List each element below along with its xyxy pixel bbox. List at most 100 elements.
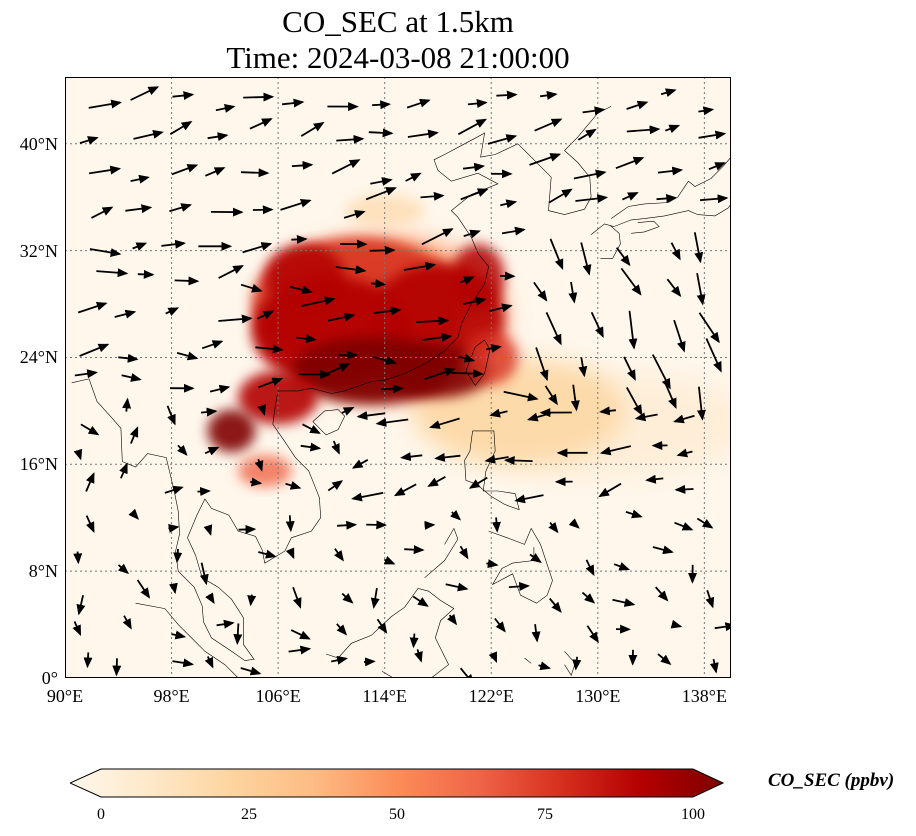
wind-arrow	[501, 226, 526, 236]
lat-tick-label: 0°	[41, 668, 58, 688]
wind-arrow	[578, 357, 588, 378]
wind-arrow	[698, 312, 720, 344]
coastline	[517, 106, 612, 215]
wind-arrow	[197, 486, 211, 496]
wind-arrow	[323, 363, 351, 376]
wind-arrow	[459, 276, 475, 285]
wind-arrow	[242, 242, 273, 254]
wind-arrow	[489, 408, 508, 418]
wind-arrow	[218, 265, 245, 279]
wind-arrow	[173, 548, 183, 564]
wind-arrow	[336, 134, 365, 144]
wind-arrow	[137, 269, 155, 279]
lon-tick-label: 106°E	[255, 686, 301, 706]
wind-arrow	[341, 406, 355, 416]
wind-arrow	[168, 523, 180, 533]
wind-arrow	[463, 229, 481, 239]
wind-arrow	[368, 128, 394, 138]
wind-arrow	[337, 520, 358, 530]
wind-arrow	[529, 153, 562, 166]
wind-arrow	[664, 382, 677, 410]
wind-arrow	[577, 128, 597, 141]
wind-arrow	[447, 613, 458, 626]
wind-arrow	[171, 630, 187, 640]
wind-arrow	[496, 90, 518, 100]
wind-arrow	[383, 556, 396, 565]
wind-arrow	[599, 445, 632, 456]
wind-arrow	[76, 594, 86, 616]
wind-arrow	[351, 491, 384, 502]
map-border	[65, 77, 731, 678]
wind-arrow	[459, 667, 475, 678]
wind-arrow	[487, 134, 518, 145]
wind-arrow	[544, 385, 558, 406]
wind-arrow	[708, 162, 726, 171]
wind-arrow	[114, 309, 137, 319]
wind-arrow	[240, 666, 262, 676]
wind-arrow	[535, 347, 549, 382]
wind-arrow	[674, 521, 694, 531]
wind-arrow	[290, 629, 311, 640]
wind-arrow	[403, 261, 437, 271]
co-plume-blob	[238, 454, 292, 488]
wind-arrow	[136, 579, 151, 599]
wind-arrow	[623, 356, 636, 381]
wind-arrow	[366, 520, 388, 530]
wind-arrow	[375, 417, 409, 427]
wind-arrow	[674, 484, 694, 494]
wind-arrow	[204, 656, 214, 669]
wind-arrow	[657, 166, 684, 176]
wind-arrow	[620, 267, 642, 296]
wind-arrow	[238, 524, 257, 534]
wind-arrow	[218, 314, 253, 324]
wind-arrow	[288, 645, 312, 655]
co-plume-blob	[451, 243, 505, 311]
lat-tick-label: 16°N	[19, 454, 58, 475]
wind-arrow	[132, 242, 148, 251]
wind-arrow	[451, 369, 484, 379]
wind-arrow	[424, 520, 436, 530]
wind-arrow	[615, 156, 645, 170]
wind-arrow	[599, 406, 616, 416]
chart-title-line1: CO_SEC at 1.5km	[282, 4, 514, 39]
wind-arrow	[660, 88, 677, 97]
wind-arrow	[590, 311, 604, 339]
wind-arrow	[404, 545, 425, 555]
wind-arrow	[341, 592, 354, 604]
colorbar-body	[70, 768, 724, 798]
wind-arrow	[421, 228, 454, 246]
coastline	[631, 220, 660, 234]
wind-arrow	[626, 125, 661, 135]
lon-tick-label: 98°E	[153, 686, 190, 706]
wind-arrow	[331, 440, 340, 455]
wind-arrow	[407, 129, 439, 139]
wind-arrow	[343, 210, 366, 219]
wind-arrow	[676, 448, 693, 458]
wind-arrow	[698, 106, 715, 116]
wind-arrow	[90, 206, 114, 219]
wind-arrow	[405, 172, 422, 182]
wind-arrow	[133, 129, 164, 140]
wind-arrow	[656, 193, 678, 203]
wind-arrow	[254, 458, 264, 472]
co-plume-blob	[344, 194, 425, 227]
colorbar-tick-label: 75	[537, 806, 553, 823]
wind-arrow	[257, 404, 266, 416]
wind-arrow	[696, 517, 714, 529]
wind-arrow	[247, 594, 257, 607]
wind-arrow	[548, 521, 559, 534]
colorbar-tick-label: 100	[681, 806, 705, 823]
wind-arrow	[370, 177, 393, 186]
wind-arrow	[363, 657, 376, 667]
colorbar	[70, 768, 724, 798]
wind-arrow	[670, 619, 683, 629]
wind-arrow	[427, 476, 446, 487]
coastline	[71, 378, 322, 661]
wind-arrow	[335, 265, 367, 275]
wind-arrow	[300, 121, 325, 137]
wind-arrow	[445, 582, 469, 592]
lat-tick-label: 40°N	[19, 133, 58, 154]
wind-arrow	[369, 245, 396, 255]
wind-arrow	[121, 373, 142, 382]
wind-arrow	[409, 633, 419, 649]
